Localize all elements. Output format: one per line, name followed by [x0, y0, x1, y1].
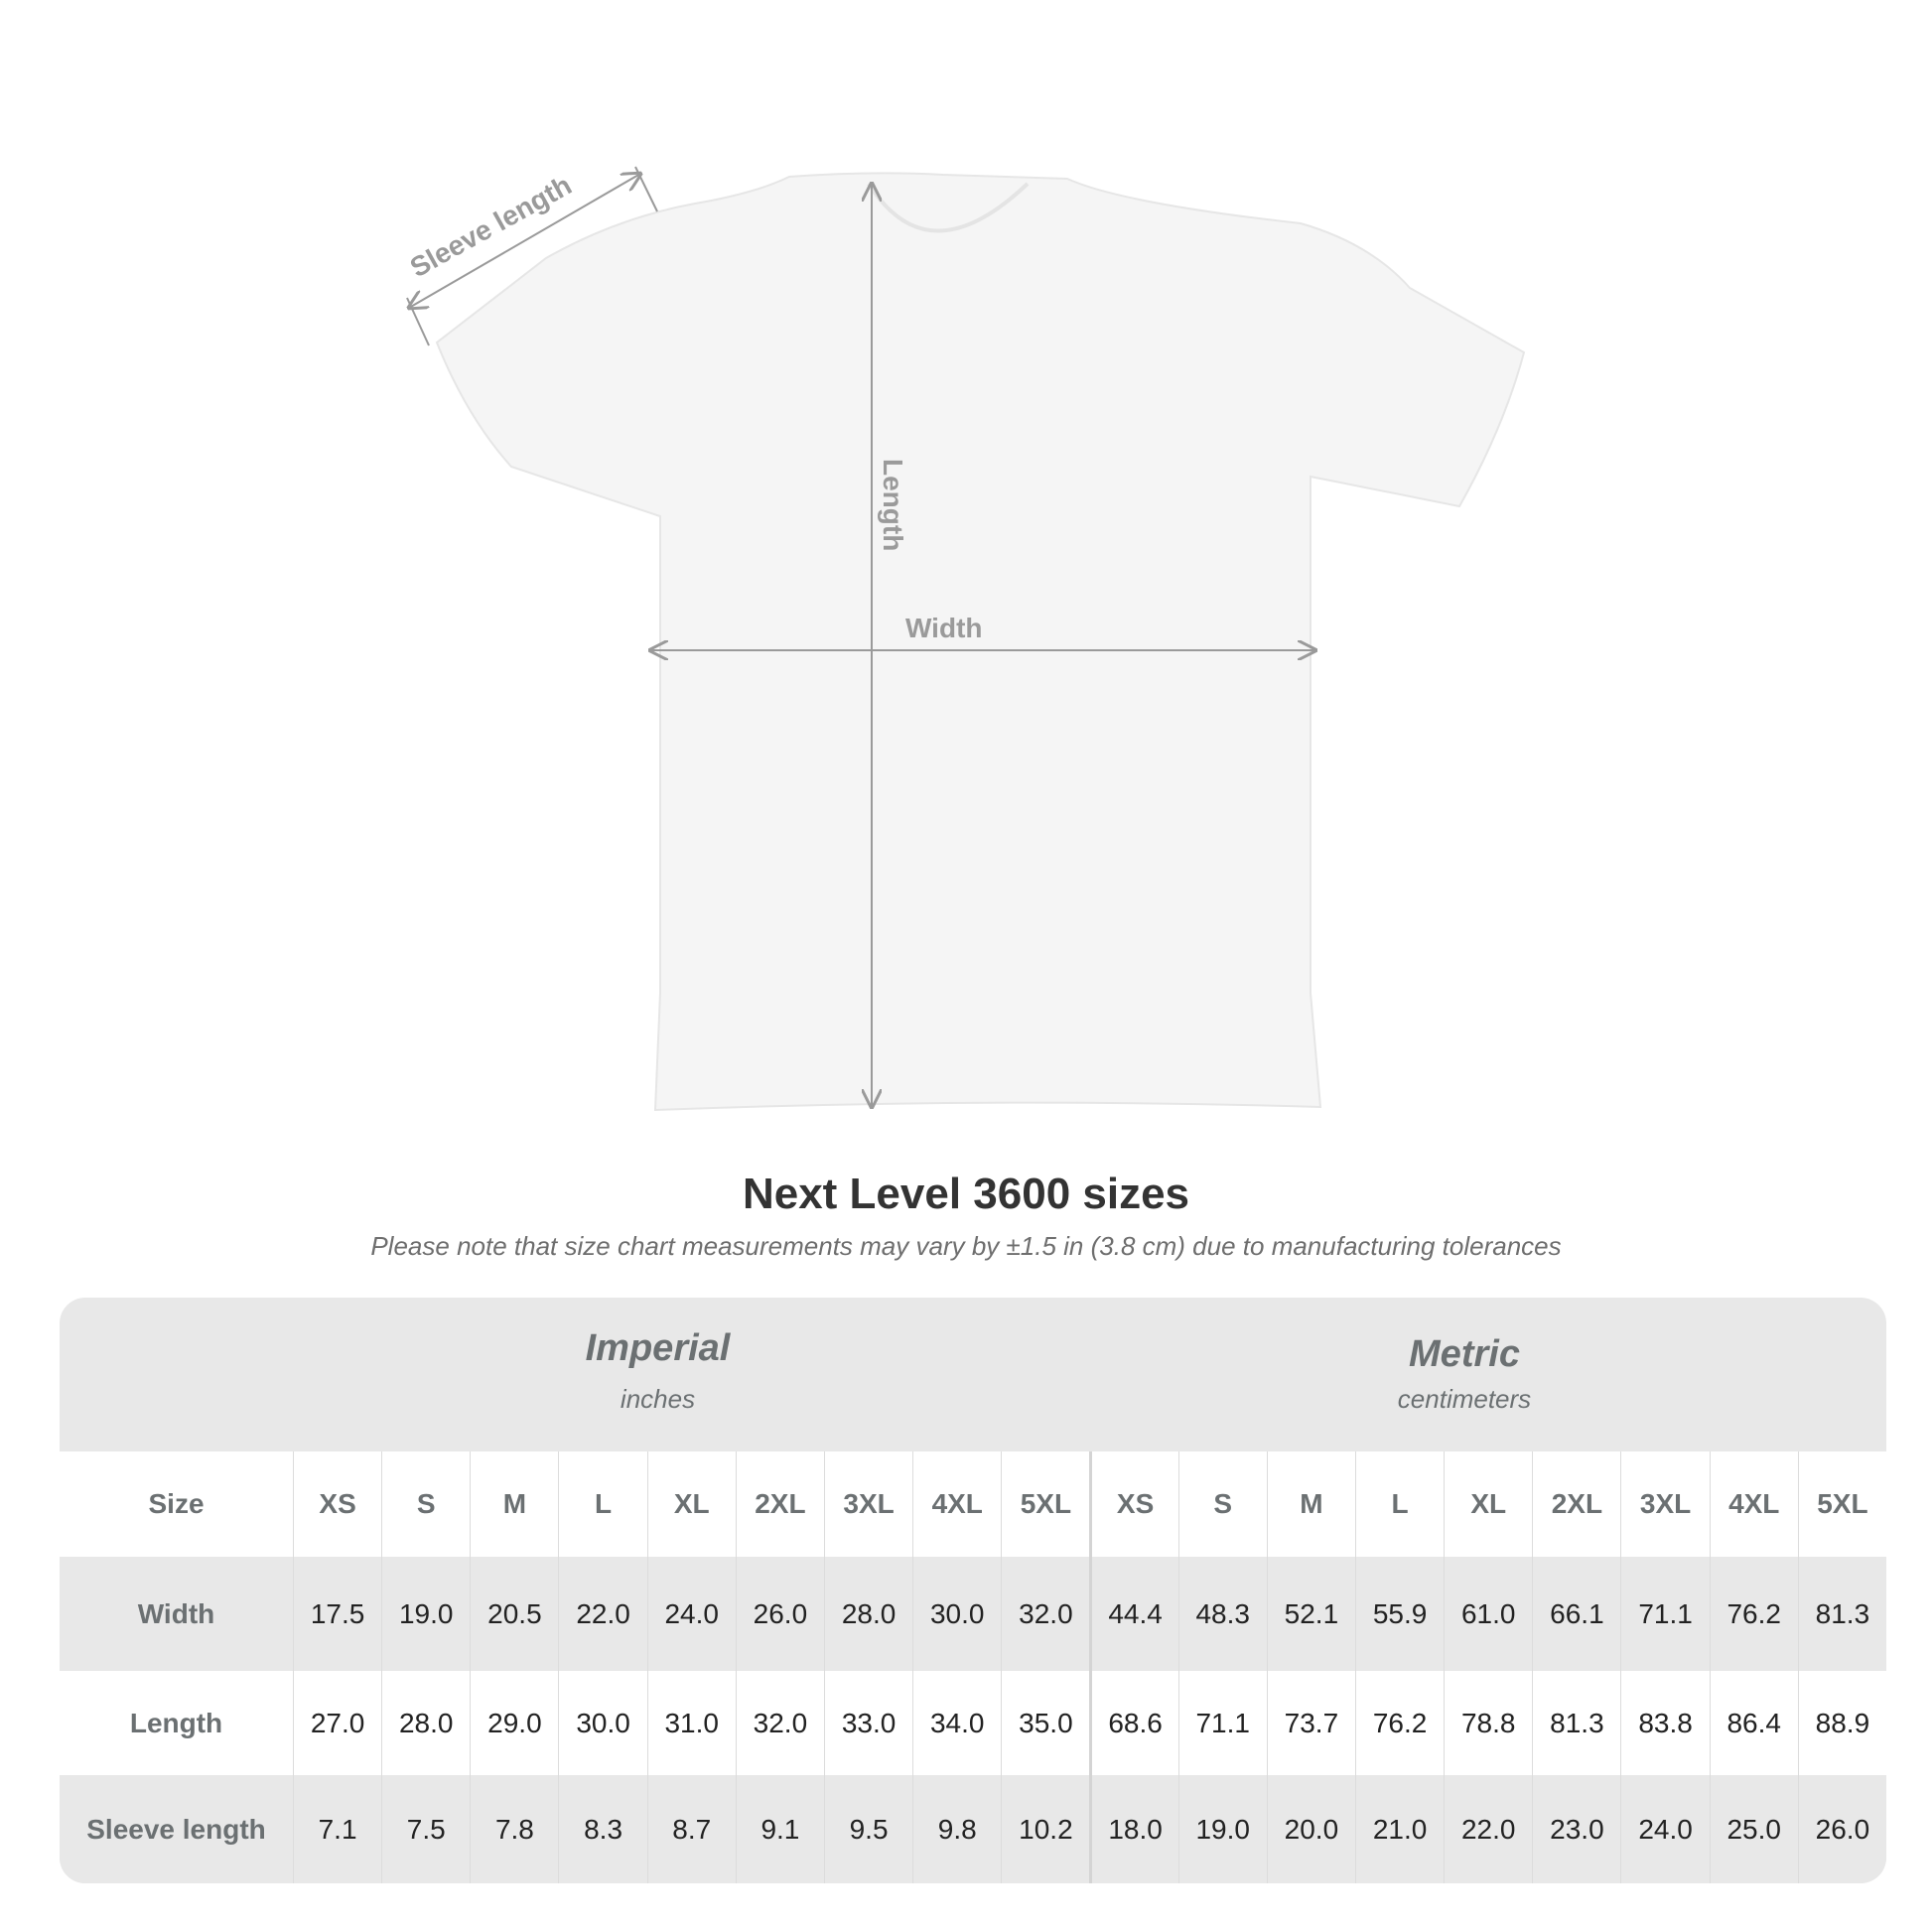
metric-cell: 44.4 [1089, 1557, 1178, 1671]
imperial-cell: 32.0 [1001, 1557, 1090, 1671]
size-grid: Size XS S M L XL 2XL 3XL 4XL 5XL XS S M L XL 2XL 3XL 4XL 5… [60, 1451, 1886, 1883]
metric-cell: 68.6 [1089, 1671, 1178, 1775]
metric-cell: 61.0 [1444, 1557, 1533, 1671]
metric-cell: 81.3 [1797, 1557, 1886, 1671]
imperial-cell: 24.0 [646, 1557, 736, 1671]
imperial-cell: 8.3 [558, 1775, 647, 1883]
imperial-cell: 9.1 [735, 1775, 824, 1883]
metric-size-header: 3XL [1620, 1451, 1710, 1557]
metric-size-header: 2XL [1532, 1451, 1621, 1557]
imperial-cell: 33.0 [823, 1671, 913, 1775]
imperial-cell: 7.5 [381, 1775, 471, 1883]
row-label: Length [60, 1671, 293, 1775]
metric-cell: 21.0 [1354, 1775, 1445, 1883]
metric-cell: 24.0 [1620, 1775, 1710, 1883]
metric-cell: 71.1 [1620, 1557, 1710, 1671]
width-label: Width [905, 613, 983, 643]
metric-cell: 71.1 [1177, 1671, 1267, 1775]
imperial-cell: 19.0 [381, 1557, 471, 1671]
imperial-cell: 17.5 [293, 1557, 382, 1671]
imperial-size-header: XL [646, 1451, 736, 1557]
imperial-size-header: 5XL [1001, 1451, 1090, 1557]
imperial-cell: 29.0 [470, 1671, 559, 1775]
imperial-cell: 30.0 [558, 1671, 647, 1775]
row-label: Sleeve length [60, 1775, 293, 1883]
imperial-size-header: XS [293, 1451, 382, 1557]
imperial-cell: 32.0 [735, 1671, 824, 1775]
metric-cell: 18.0 [1089, 1775, 1178, 1883]
imperial-size-header: 4XL [912, 1451, 1002, 1557]
sleeve-measure-line [409, 174, 640, 308]
metric-cell: 52.1 [1266, 1557, 1355, 1671]
imperial-cell: 30.0 [912, 1557, 1002, 1671]
imperial-cell: 35.0 [1001, 1671, 1090, 1775]
imperial-size-header: L [558, 1451, 647, 1557]
metric-cell: 25.0 [1709, 1775, 1798, 1883]
metric-header: Metric centimeters [1397, 1333, 1532, 1414]
imperial-cell: 10.2 [1001, 1775, 1090, 1883]
metric-size-header: L [1354, 1451, 1445, 1557]
imperial-cell: 31.0 [646, 1671, 736, 1775]
metric-size-header: XL [1444, 1451, 1533, 1557]
metric-size-header: M [1266, 1451, 1355, 1557]
metric-size-header: 5XL [1797, 1451, 1886, 1557]
metric-size-header: 4XL [1709, 1451, 1798, 1557]
imperial-cell: 27.0 [293, 1671, 382, 1775]
imperial-cell: 7.1 [293, 1775, 382, 1883]
tolerance-note: Please note that size chart measurements… [370, 1231, 1562, 1261]
imperial-cell: 7.8 [470, 1775, 559, 1883]
imperial-header: Imperial inches [585, 1327, 731, 1414]
imperial-cell: 26.0 [735, 1557, 824, 1671]
length-label: Length [878, 459, 908, 551]
imperial-size-header: 3XL [823, 1451, 913, 1557]
metric-cell: 66.1 [1532, 1557, 1621, 1671]
tshirt-diagram: Sleeve length Length Width [0, 166, 1526, 1112]
metric-cell: 55.9 [1354, 1557, 1445, 1671]
imperial-cell: 34.0 [912, 1671, 1002, 1775]
metric-size-header: XS [1089, 1451, 1178, 1557]
imperial-size-header: S [381, 1451, 471, 1557]
metric-cell: 20.0 [1266, 1775, 1355, 1883]
imperial-size-header: M [470, 1451, 559, 1557]
metric-cell: 26.0 [1797, 1775, 1886, 1883]
metric-cell: 23.0 [1532, 1775, 1621, 1883]
size-table: Imperial inches Metric centimeters Size X… [60, 1298, 1886, 1883]
metric-cell: 88.9 [1797, 1671, 1886, 1775]
metric-cell: 76.2 [1709, 1557, 1798, 1671]
metric-cell: 83.8 [1620, 1671, 1710, 1775]
imperial-cell: 9.5 [823, 1775, 913, 1883]
metric-cell: 48.3 [1177, 1557, 1267, 1671]
metric-cell: 78.8 [1444, 1671, 1533, 1775]
imperial-cell: 8.7 [646, 1775, 736, 1883]
row-label: Width [60, 1557, 293, 1671]
imperial-cell: 9.8 [912, 1775, 1002, 1883]
imperial-size-header: 2XL [735, 1451, 824, 1557]
metric-cell: 81.3 [1532, 1671, 1621, 1775]
size-row-label: Size [60, 1451, 293, 1557]
imperial-cell: 20.5 [470, 1557, 559, 1671]
page-title: Next Level 3600 sizes [742, 1170, 1190, 1218]
metric-cell: 22.0 [1444, 1775, 1533, 1883]
metric-cell: 19.0 [1177, 1775, 1267, 1883]
imperial-cell: 28.0 [381, 1671, 471, 1775]
imperial-cell: 22.0 [558, 1557, 647, 1671]
metric-cell: 86.4 [1709, 1671, 1798, 1775]
imperial-cell: 28.0 [823, 1557, 913, 1671]
metric-cell: 73.7 [1266, 1671, 1355, 1775]
metric-cell: 76.2 [1354, 1671, 1445, 1775]
metric-size-header: S [1177, 1451, 1267, 1557]
